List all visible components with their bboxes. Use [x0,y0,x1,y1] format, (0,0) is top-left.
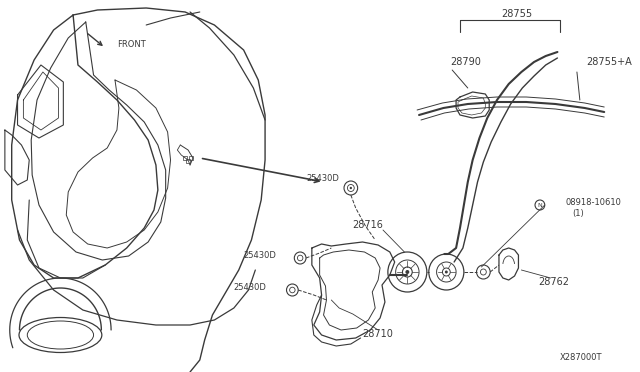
Text: N: N [538,202,542,208]
Text: 28762: 28762 [538,277,569,287]
Circle shape [445,270,448,273]
Text: (1): (1) [572,208,584,218]
Text: 28710: 28710 [363,329,394,339]
Circle shape [405,270,410,274]
Text: 25430D: 25430D [243,250,276,260]
Bar [183,156,187,160]
Text: 28755+A: 28755+A [587,57,632,67]
Bar [186,159,190,163]
Text: 25430D: 25430D [307,173,339,183]
Text: FRONT: FRONT [117,39,146,48]
Text: 28716: 28716 [352,220,383,230]
Circle shape [349,187,352,189]
Text: 28790: 28790 [450,57,481,67]
Text: 25430D: 25430D [233,282,266,292]
Bar [189,156,193,160]
Text: 28755: 28755 [501,9,532,19]
Text: X287000T: X287000T [560,353,602,362]
Text: 08918-10610: 08918-10610 [565,198,621,206]
